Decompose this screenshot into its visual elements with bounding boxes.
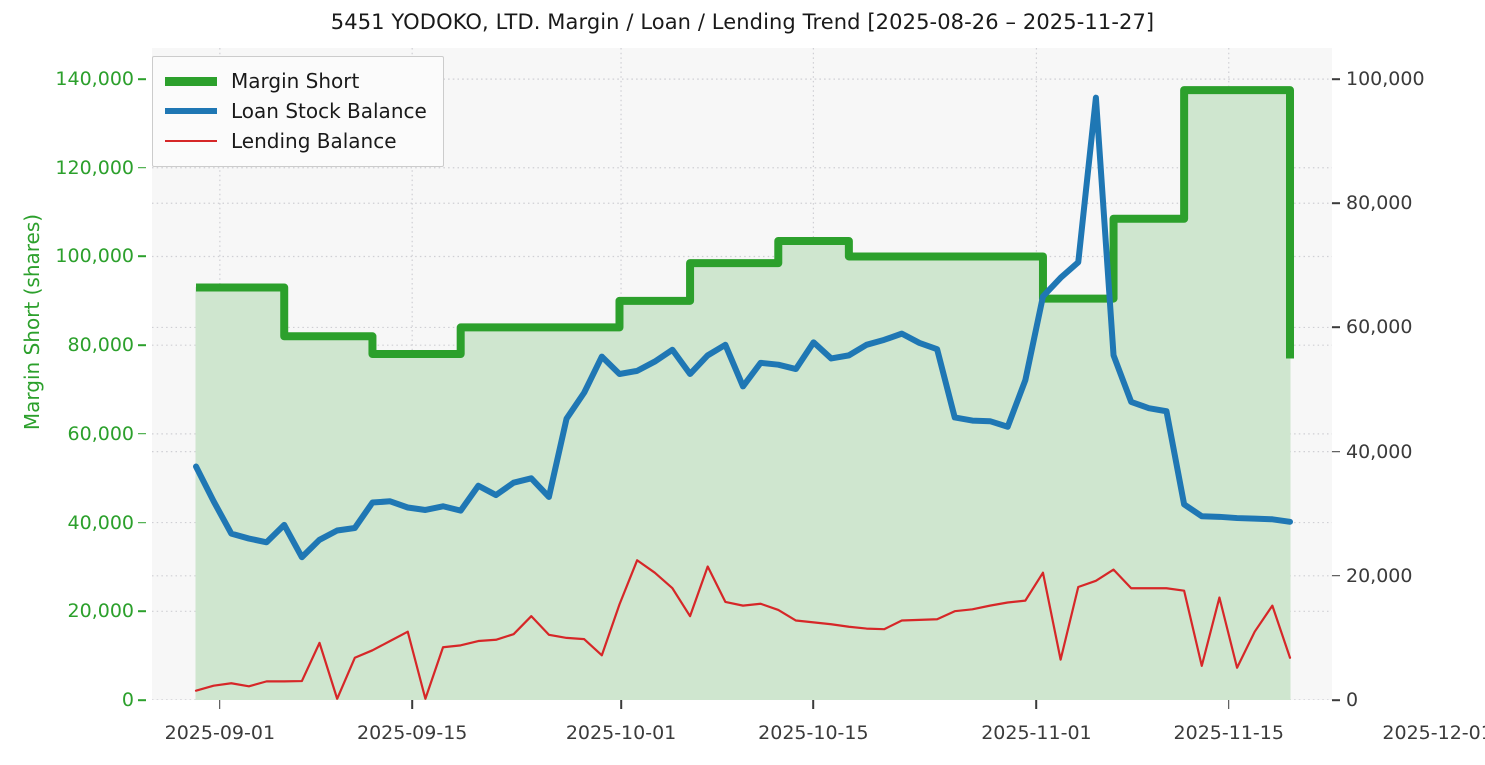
legend-item[interactable]: Loan Stock Balance: [165, 96, 427, 126]
legend-label: Lending Balance: [231, 129, 397, 153]
y-axis-left-tick-label: 80,000: [67, 334, 134, 357]
y-axis-left-tick-mark: [138, 433, 146, 435]
y-axis-right-tick-mark: [1332, 326, 1340, 329]
y-axis-left-tick-label: 100,000: [55, 245, 134, 268]
y-axis-right-tick-mark: [1332, 575, 1340, 577]
y-axis-left-tick-label: 140,000: [55, 68, 134, 91]
x-axis-tick-label: 2025-12-01: [1382, 722, 1485, 744]
legend-swatch: [165, 140, 217, 142]
legend-label: Loan Stock Balance: [231, 99, 427, 123]
y-axis-right-tick-label: 20,000: [1346, 564, 1413, 587]
margin-short-line: [196, 86, 1294, 359]
legend-item[interactable]: Lending Balance: [165, 126, 427, 156]
loan-stock-balance-line: [193, 94, 1293, 561]
y-axis-left-tick-mark: [138, 166, 146, 169]
x-axis-tick-label: 2025-11-15: [1173, 722, 1284, 744]
y-axis-left-tick-label: 40,000: [67, 511, 134, 534]
x-axis-tick-mark: [219, 700, 221, 709]
x-axis-tick-mark: [1035, 700, 1038, 709]
y-axis-left-tick-label: 0: [121, 689, 134, 711]
y-axis-left-tick-mark: [138, 344, 146, 346]
x-axis-tick-mark: [411, 700, 413, 709]
y-axis-right-tick-mark: [1332, 78, 1340, 80]
chart-legend: Margin Short Loan Stock Balance Lending Ba…: [152, 56, 444, 167]
y-axis-left-tick-mark: [138, 610, 146, 613]
y-axis-left-tick-label: 120,000: [55, 156, 134, 179]
y-axis-right-tick-mark: [1332, 202, 1340, 205]
plot-svg: [152, 48, 1332, 700]
y-axis-left-tick-label: 60,000: [67, 422, 134, 445]
x-axis-tick-label: 2025-09-01: [164, 722, 276, 744]
y-axis-right-tick-label: 60,000: [1346, 316, 1413, 339]
lending-balance-line: [194, 559, 1292, 700]
x-axis: 2025-09-01 2025-09-15 2025-10-01 2025-10-15…: [152, 700, 1485, 760]
y-axis-left-label: Margin Short (shares): [20, 213, 44, 431]
y-axis-right-tick-label: 40,000: [1346, 440, 1413, 463]
y-axis-left-tick-label: 20,000: [67, 600, 134, 623]
y-axis-right-tick-label: 80,000: [1346, 192, 1413, 215]
y-axis-left-tick-mark: [138, 78, 146, 80]
y-axis-right-tick-label: 0: [1346, 689, 1359, 711]
y-axis-right-tick-mark: [1332, 450, 1340, 453]
y-axis-left: 0 20,000 40,000 60,000 80,000 100,000 120,000 1…: [0, 48, 146, 711]
x-axis-tick-mark: [620, 700, 622, 709]
y-axis-right-tick-mark: [1332, 699, 1340, 701]
y-axis-left-tick-mark: [138, 699, 146, 701]
legend-item[interactable]: Margin Short: [165, 66, 427, 96]
y-axis-right-tick-label: 100,000: [1346, 68, 1425, 91]
x-axis-tick-label: 2025-10-15: [758, 722, 869, 744]
legend-swatch: [165, 108, 217, 114]
y-axis-left-tick-mark: [138, 521, 146, 524]
legend-label: Margin Short: [231, 69, 360, 93]
x-axis-tick-label: 2025-09-15: [356, 722, 468, 744]
legend-swatch: [165, 76, 217, 86]
chart-title: 5451 YODOKO, LTD. Margin / Loan / Lendin…: [330, 10, 1155, 34]
x-axis-tick-label: 2025-11-01: [981, 722, 1092, 744]
x-axis-tick-label: 2025-10-01: [565, 722, 677, 744]
y-axis-right: 0 20,000 40,000 60,000 80,000 100,000: [1332, 48, 1485, 711]
y-axis-left-tick-mark: [138, 255, 146, 258]
x-axis-tick-mark: [1227, 700, 1230, 709]
x-axis-tick-mark: [812, 700, 815, 709]
